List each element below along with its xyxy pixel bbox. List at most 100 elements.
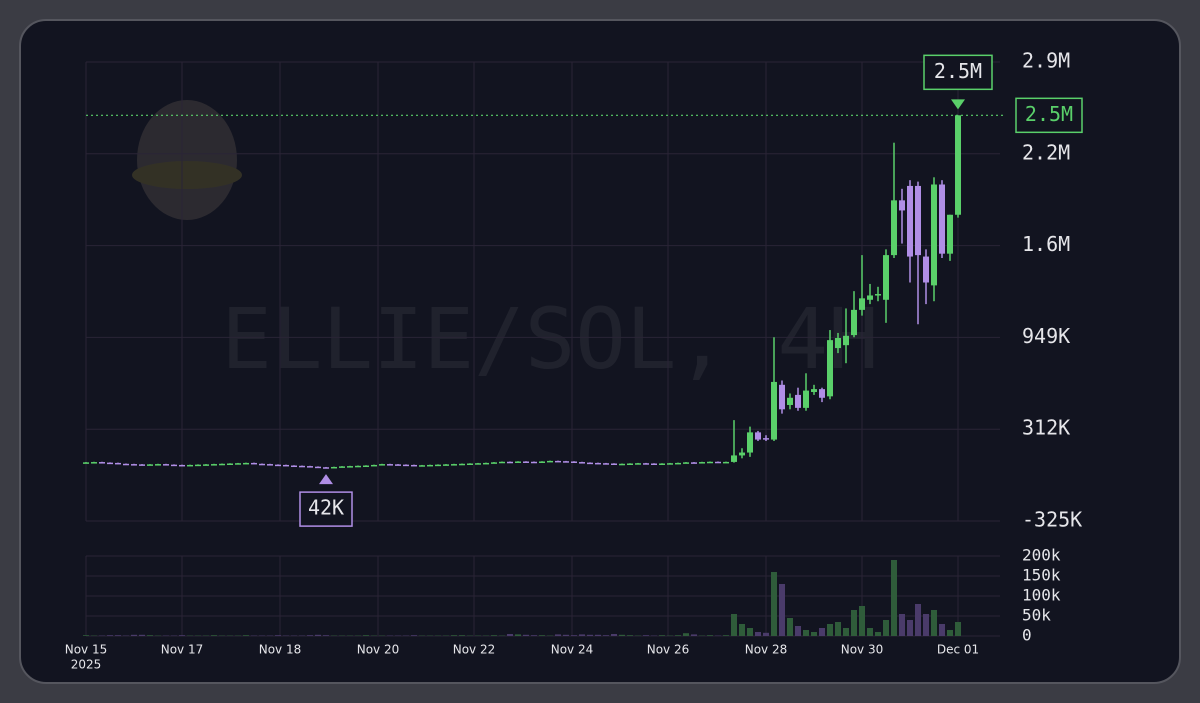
candle-body (667, 463, 673, 465)
candle-body (99, 462, 105, 464)
candle-body (307, 466, 313, 468)
volume-bar (643, 635, 649, 636)
candle-body (547, 460, 553, 463)
x-tick-label: Nov 24 (551, 643, 594, 657)
candle-body (675, 462, 681, 465)
candle-body (611, 463, 617, 465)
candle-body (915, 185, 921, 256)
candle-body (195, 464, 201, 467)
volume-bar (659, 635, 665, 636)
candle-body (579, 462, 585, 464)
candle-body (699, 462, 705, 464)
candle-body (451, 464, 457, 466)
candle-body (355, 465, 361, 468)
candle-body (251, 462, 257, 465)
candle-body (763, 438, 769, 440)
volume-bar (851, 610, 857, 636)
volume-tick-label: 200k (1022, 546, 1061, 565)
candle-body (371, 464, 377, 467)
candle-body (795, 394, 801, 408)
volume-bar (83, 635, 89, 636)
volume-bar (491, 635, 497, 636)
volume-bar (867, 628, 873, 636)
max-marker-box (923, 54, 993, 91)
candle-body (259, 463, 265, 466)
candle-body (395, 464, 401, 466)
volume-bar (571, 635, 577, 636)
candle-body (435, 464, 441, 467)
candle-body (523, 461, 529, 463)
volume-bar (611, 634, 617, 636)
x-tick-label: Nov 28 (745, 643, 788, 657)
last-price-label: 2.5M (1025, 102, 1073, 126)
candle-body (955, 115, 961, 215)
candle-body (771, 381, 777, 440)
volume-bar (587, 634, 593, 636)
y-tick-label: 312K (1022, 416, 1070, 440)
x-tick-label: Nov 26 (647, 643, 690, 657)
volume-bar (723, 635, 729, 636)
candle-body (283, 464, 289, 467)
candle-body (531, 461, 537, 464)
volume-bar (811, 632, 817, 636)
volume-bar (731, 614, 737, 636)
volume-bar (323, 635, 329, 636)
volume-tick-label: 150k (1022, 566, 1061, 585)
candle-body (387, 464, 393, 466)
volume-bar (459, 635, 465, 636)
x-tick-label: Nov 20 (357, 643, 400, 657)
candle-body (339, 466, 345, 468)
volume-bar (531, 635, 537, 636)
volume-bar (763, 632, 769, 636)
candle-body (827, 340, 833, 397)
volume-bar (939, 624, 945, 636)
volume-tick-label: 100k (1022, 586, 1061, 605)
x-tick-label: Nov 22 (453, 643, 496, 657)
candle-body (107, 462, 113, 465)
candle-body (443, 464, 449, 466)
volume-bar (707, 635, 713, 636)
candle-body (563, 461, 569, 463)
min-marker-box (299, 491, 353, 527)
volume-bar (915, 604, 921, 636)
x-tick-label: Nov 18 (259, 643, 302, 657)
min-marker (319, 474, 333, 485)
y-tick-label: 2.9M (1022, 49, 1070, 73)
candle-body (467, 463, 473, 465)
volume-bar (211, 635, 217, 636)
candle-body (171, 464, 177, 467)
candle-body (331, 466, 337, 469)
candle-body (483, 462, 489, 465)
candle-body (923, 256, 929, 283)
volume-bar (115, 635, 121, 636)
volume-bar (243, 635, 249, 636)
candle-body (867, 295, 873, 300)
candle-body (147, 464, 153, 466)
x-tick-label: Nov 17 (161, 643, 204, 657)
max-marker-label: 2.5M (934, 59, 982, 83)
volume-bar (179, 635, 185, 636)
volume-bar (307, 635, 313, 636)
candle-body (83, 462, 89, 464)
volume-bar (523, 634, 529, 636)
candle-body (715, 461, 721, 464)
candle-body (555, 460, 561, 463)
min-marker-label: 42K (308, 496, 344, 520)
candle-body (243, 462, 249, 465)
volume-bar (739, 624, 745, 636)
volume-bar (131, 634, 137, 636)
candle-body (459, 463, 465, 466)
volume-bar (675, 635, 681, 636)
candle-body (683, 462, 689, 464)
candle-body (155, 464, 161, 466)
candle-body (267, 464, 273, 466)
candle-body (131, 464, 137, 466)
y-tick-label: -325K (1022, 508, 1082, 532)
candle-body (419, 465, 425, 467)
candle-body (123, 463, 129, 466)
candle-body (947, 214, 953, 254)
volume-bar (875, 632, 881, 636)
candle-body (595, 462, 601, 465)
candle-body (91, 462, 97, 464)
volume-bar (899, 614, 905, 636)
